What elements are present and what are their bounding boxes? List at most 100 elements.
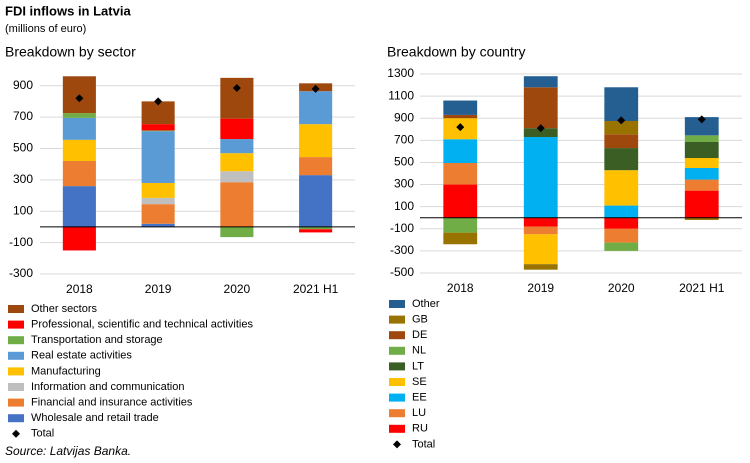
chart-title: Breakdown by sector [5, 44, 136, 60]
legend-swatch [389, 315, 405, 324]
bar-segment [220, 77, 254, 119]
bar-segment [62, 161, 96, 187]
total-marker [311, 84, 320, 93]
y-tick-label: -300 [9, 266, 33, 280]
x-tick-label: 2020 [224, 282, 251, 296]
legend-label: Financial and insurance activities [31, 397, 193, 409]
legend-marker [393, 440, 401, 449]
legend-label: Professional, scientific and technical a… [31, 319, 253, 331]
legend-label: Transportation and storage [31, 334, 163, 346]
legend-swatch [389, 409, 405, 418]
bar-segment [604, 148, 639, 171]
bar-segment [443, 162, 478, 185]
bar-segment [141, 223, 175, 227]
y-tick-label: 700 [394, 133, 414, 147]
bar-segment [523, 234, 558, 265]
y-tick-label: 1300 [387, 66, 414, 80]
bar-segment [523, 128, 558, 138]
bar-segment [684, 141, 719, 159]
legend-swatch [389, 331, 405, 340]
x-tick-label: 2018 [66, 282, 93, 296]
bar-segment [684, 167, 719, 180]
legend-label: EE [412, 392, 427, 404]
x-tick-label: 2020 [608, 281, 635, 295]
legend-swatch [389, 362, 405, 371]
legend-swatch [8, 414, 24, 423]
legend-label: NL [412, 345, 426, 357]
bar-segment [684, 135, 719, 142]
x-tick-label: 2019 [527, 281, 554, 295]
legend-swatch [8, 367, 24, 376]
bar-segment [299, 175, 333, 227]
y-tick-label: -100 [9, 235, 33, 249]
bar-segment [604, 87, 639, 121]
bar-segment [604, 242, 639, 251]
legend-label: Wholesale and retail trade [31, 412, 159, 424]
bar-segment [443, 114, 478, 119]
legend-swatch [8, 305, 24, 313]
bar-segment [443, 100, 478, 115]
y-tick-label: 500 [394, 155, 414, 169]
legend-label: Real estate activities [31, 350, 132, 362]
y-tick-label: 300 [13, 172, 33, 186]
legend-swatch [389, 300, 405, 308]
bar-segment [62, 186, 96, 227]
legend-label: Manufacturing [31, 365, 101, 377]
bar-segment [684, 217, 719, 220]
legend-label: Total [31, 428, 54, 440]
legend-label: DE [412, 329, 427, 341]
bar-segment [220, 226, 254, 238]
x-tick-label: 2018 [447, 281, 474, 295]
bar-segment [299, 229, 333, 233]
bar-segment [220, 182, 254, 227]
legend-swatch [389, 378, 405, 386]
total-marker [536, 124, 545, 133]
bar-segment [443, 139, 478, 163]
bar-segment [141, 131, 175, 183]
source: Source: Latvijas Banka. [5, 444, 131, 458]
bar-segment [299, 124, 333, 158]
y-tick-label: 100 [13, 203, 33, 217]
legend-swatch [8, 336, 24, 345]
legend-label: Information and communication [31, 381, 184, 393]
legend-label: SE [412, 376, 427, 388]
bar-segment [604, 228, 639, 243]
total-marker [617, 116, 626, 125]
x-tick-label: 2021 H1 [679, 281, 725, 295]
bar-segment [62, 226, 96, 251]
legend-label: LT [412, 360, 424, 372]
total-marker [232, 84, 241, 93]
bar-segment [443, 184, 478, 218]
legend-swatch [389, 346, 405, 355]
bar-segment [684, 158, 719, 168]
y-tick-label: 100 [394, 199, 414, 213]
chart-title: Breakdown by country [387, 44, 526, 60]
x-tick-label: 2019 [145, 282, 172, 296]
y-tick-label: 500 [13, 141, 33, 155]
bar-segment [220, 139, 254, 154]
bar-segment [141, 101, 175, 125]
bar-segment [604, 134, 639, 149]
bar-segment [443, 232, 478, 245]
y-tick-label: 700 [13, 109, 33, 123]
legend-swatch [8, 351, 24, 360]
bar-segment [299, 91, 333, 125]
page-title: FDI inflows in Latvia [5, 3, 131, 18]
x-tick-label: 2021 H1 [293, 282, 339, 296]
bar-segment [220, 118, 254, 140]
bar-segment [604, 217, 639, 229]
total-marker [697, 115, 706, 124]
total-marker [75, 94, 84, 103]
bar-segment [523, 217, 558, 227]
bar-segment [523, 226, 558, 235]
page-subtitle: (millions of euro) [5, 23, 86, 35]
y-tick-label: 900 [394, 110, 414, 124]
bar-segment [299, 157, 333, 176]
bar-segment [141, 204, 175, 224]
bar-segment [604, 205, 639, 218]
legend-label: Total [412, 438, 435, 450]
legend-marker [12, 429, 20, 438]
legend-label: LU [412, 407, 426, 419]
bar-segment [523, 264, 558, 270]
legend-label: Other [412, 298, 440, 310]
